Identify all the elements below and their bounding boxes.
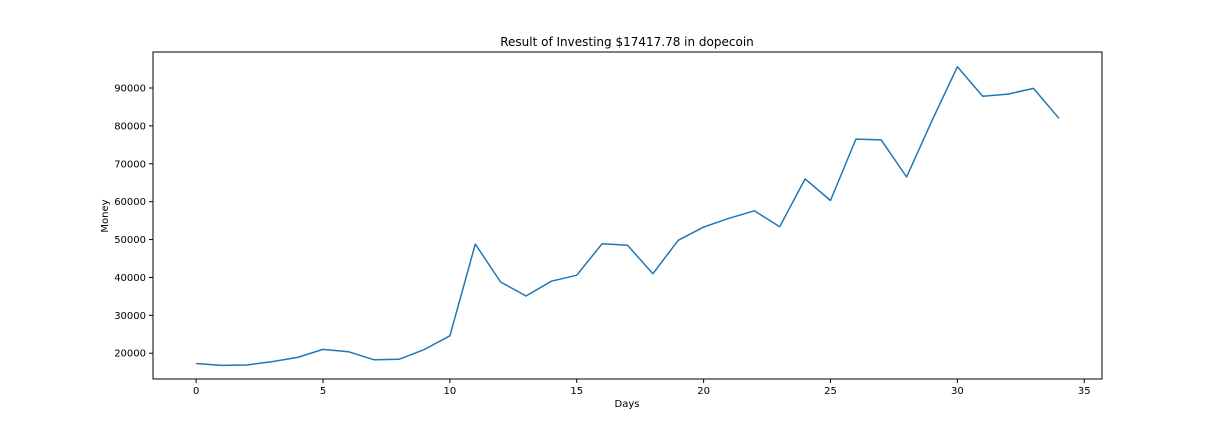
x-tick-label: 5: [320, 386, 326, 397]
x-tick-label: 15: [570, 386, 583, 397]
chart-title: Result of Investing $17417.78 in dopecoi…: [500, 35, 754, 49]
y-tick-label: 70000: [114, 159, 146, 170]
y-tick-label: 90000: [114, 83, 146, 94]
y-tick-label: 40000: [114, 273, 146, 284]
y-tick-label: 30000: [114, 311, 146, 322]
x-tick-label: 25: [824, 386, 837, 397]
x-tick-label: 10: [444, 386, 457, 397]
x-tick-label: 30: [951, 386, 964, 397]
plot-area: [152, 51, 1103, 380]
y-axis: 20000 30000 40000 50000 60000 70000 80000 90000: [114, 83, 153, 360]
y-tick-label: 20000: [114, 349, 146, 360]
y-tick-label: 60000: [114, 197, 146, 208]
x-axis-label: Days: [615, 399, 640, 410]
y-tick-label: 50000: [114, 235, 146, 246]
y-tick-label: 80000: [114, 121, 146, 132]
x-axis: 0 5 10 15 20 25 30 35: [193, 379, 1091, 397]
x-tick-label: 20: [697, 386, 710, 397]
y-axis-label: Money: [100, 199, 111, 232]
series-line: [196, 66, 1060, 367]
x-tick-label: 35: [1078, 386, 1091, 397]
x-tick-label: 0: [193, 386, 199, 397]
